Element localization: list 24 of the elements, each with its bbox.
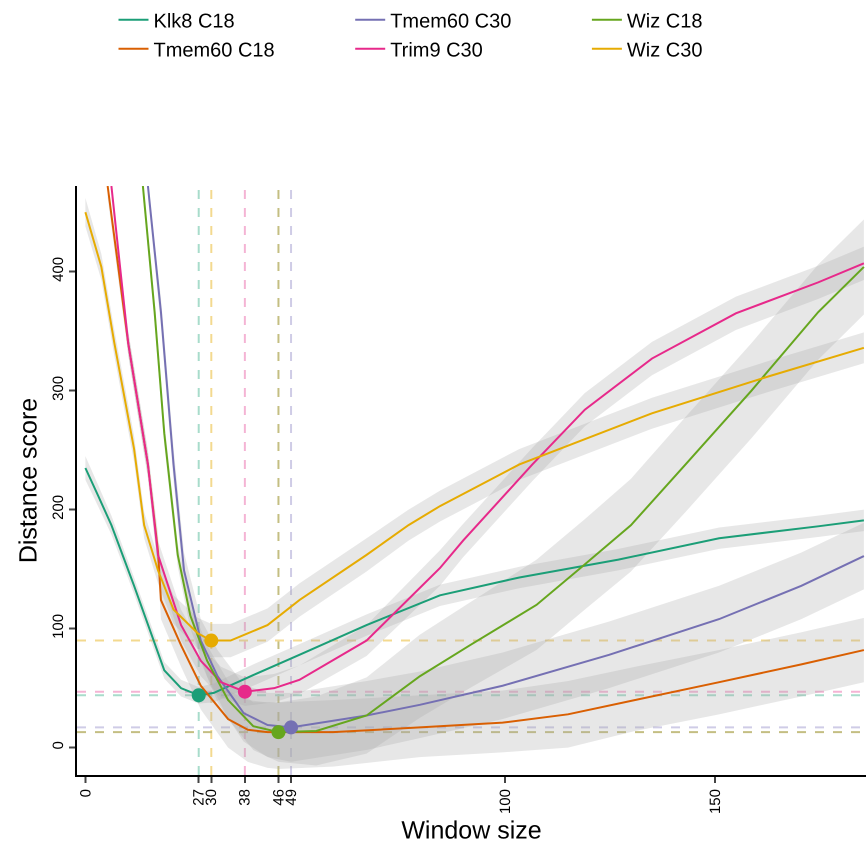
x-axis-title: Window size (401, 816, 542, 845)
point (238, 684, 252, 699)
point (271, 725, 286, 740)
y-tick-label: 200 (50, 494, 67, 520)
y-axis-title: Distance score (14, 398, 42, 564)
point (204, 634, 218, 648)
x-tick-label: 30 (203, 789, 220, 806)
x-tick-label: 49 (282, 789, 300, 806)
legend-label: Wiz C30 (626, 40, 702, 62)
point (284, 720, 298, 734)
y-tick-label: 100 (50, 614, 67, 639)
point (192, 688, 206, 702)
x-tick-label: 38 (236, 789, 254, 806)
legend-label: Wiz C18 (626, 10, 702, 32)
y-tick-label: 400 (50, 256, 67, 282)
y-tick-label: 0 (50, 741, 67, 750)
legend-label: Tmem60 C18 (154, 40, 275, 62)
legend-label: Klk8 C18 (154, 10, 235, 32)
y-tick-label: 300 (50, 376, 67, 401)
x-tick-label: 0 (77, 789, 94, 798)
legend-label: Trim9 C30 (390, 40, 483, 62)
x-tick-label: 150 (706, 789, 724, 814)
legend-label: Tmem60 C30 (390, 10, 512, 32)
x-tick-label: 100 (496, 789, 514, 814)
